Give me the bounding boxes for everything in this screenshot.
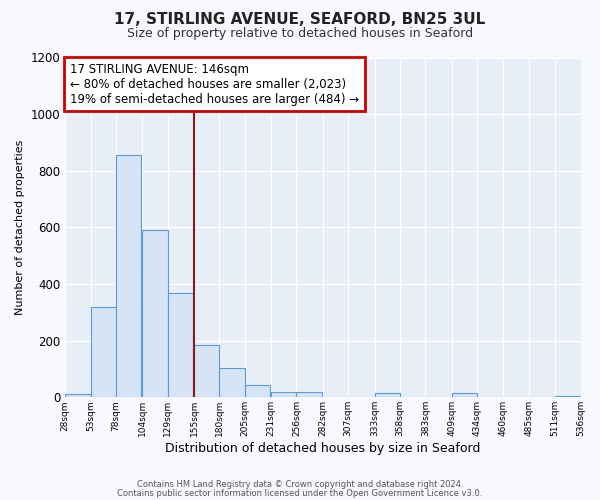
Bar xyxy=(116,155,141,398)
Bar xyxy=(452,393,477,398)
Bar xyxy=(296,392,322,398)
Bar xyxy=(142,230,167,398)
Bar xyxy=(91,306,116,398)
Text: Size of property relative to detached houses in Seaford: Size of property relative to detached ho… xyxy=(127,28,473,40)
Bar xyxy=(220,368,245,398)
Y-axis label: Number of detached properties: Number of detached properties xyxy=(15,140,25,315)
Bar xyxy=(555,396,581,398)
X-axis label: Distribution of detached houses by size in Seaford: Distribution of detached houses by size … xyxy=(165,442,481,455)
Bar xyxy=(167,292,193,398)
Bar xyxy=(65,394,91,398)
Bar xyxy=(271,392,296,398)
Text: Contains HM Land Registry data © Crown copyright and database right 2024.: Contains HM Land Registry data © Crown c… xyxy=(137,480,463,489)
Bar xyxy=(245,384,270,398)
Bar xyxy=(374,393,400,398)
Bar xyxy=(194,345,220,398)
Text: 17 STIRLING AVENUE: 146sqm
← 80% of detached houses are smaller (2,023)
19% of s: 17 STIRLING AVENUE: 146sqm ← 80% of deta… xyxy=(70,62,359,106)
Text: Contains public sector information licensed under the Open Government Licence v3: Contains public sector information licen… xyxy=(118,488,482,498)
Text: 17, STIRLING AVENUE, SEAFORD, BN25 3UL: 17, STIRLING AVENUE, SEAFORD, BN25 3UL xyxy=(115,12,485,28)
